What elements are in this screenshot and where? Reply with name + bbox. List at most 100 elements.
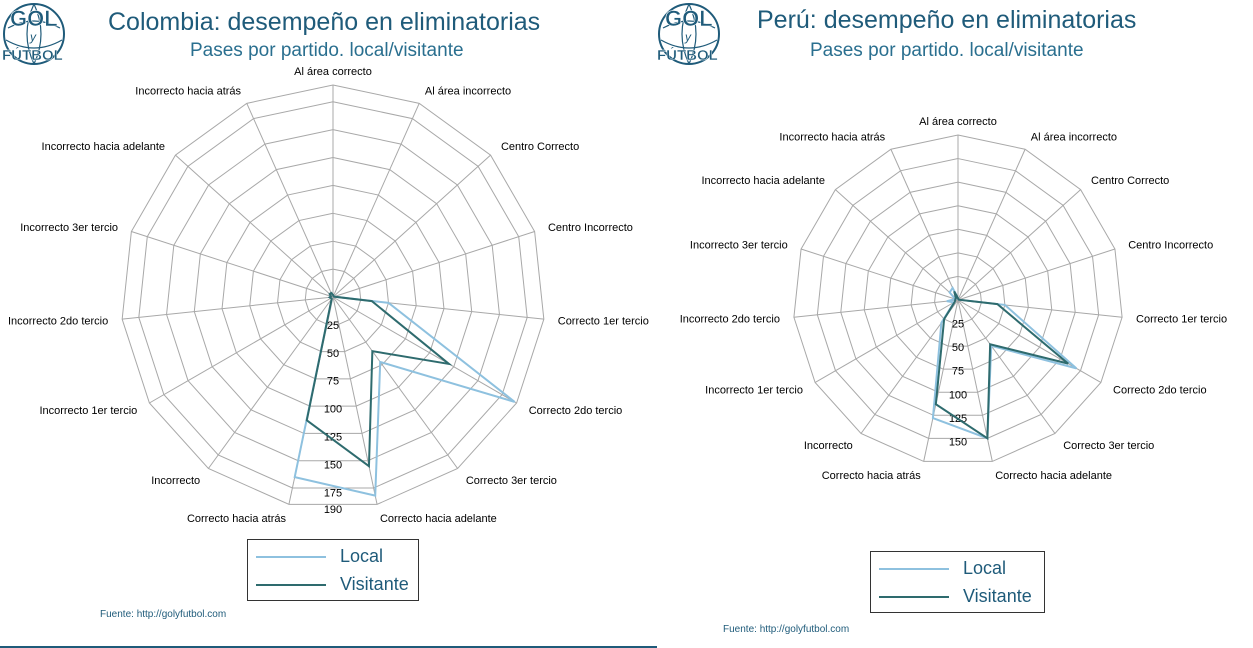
series-line-visitante [934, 290, 1069, 441]
svg-text:y: y [684, 30, 692, 44]
legend-swatch-local [879, 568, 949, 570]
golyfutbol-logo: GOL y FÚTBOL [2, 3, 65, 65]
grid-spoke [332, 103, 420, 298]
category-label: Incorrecto 1er tercio [705, 385, 803, 397]
grid-spoke [332, 296, 378, 505]
tick-label: 150 [949, 436, 967, 448]
grid-ring [887, 228, 1029, 370]
chart-subtitle: Pases por partido. local/visitante [190, 40, 464, 61]
category-label: Al área incorrecto [1031, 131, 1117, 143]
category-label: Incorrecto 2do tercio [680, 314, 780, 326]
category-label: Correcto hacia atrás [822, 470, 922, 482]
source-credit: Fuente: http://golyfutbol.com [100, 609, 227, 620]
svg-text:FÚTBOL: FÚTBOL [2, 46, 63, 64]
grid-spoke [793, 299, 959, 318]
svg-text:y: y [29, 30, 37, 44]
legend-swatch-visitante [879, 596, 949, 598]
grid-spoke [175, 154, 334, 298]
category-label: Centro Incorrecto [1128, 240, 1213, 252]
grid-spoke [332, 154, 491, 298]
svg-text:GOL: GOL [10, 6, 58, 31]
category-label: Incorrecto hacia atrás [135, 86, 241, 98]
category-label: Correcto hacia adelante [995, 470, 1112, 482]
svg-text:FÚTBOL: FÚTBOL [657, 46, 718, 64]
grid-ring [793, 134, 1123, 462]
grid-ring [840, 181, 1076, 416]
grid-spoke [923, 299, 959, 462]
tick-label: 75 [327, 376, 339, 388]
radar-chart-colombia: 25 50 75 100 125 150 175 190 Al área correcto Al … [8, 66, 649, 525]
grid-ring [193, 157, 473, 434]
grid-ring [934, 275, 982, 324]
grid-spoke [149, 296, 334, 404]
bottom-divider [0, 646, 657, 648]
tick-label: 25 [952, 319, 964, 331]
grid-spoke [131, 231, 334, 298]
tick-label: 25 [327, 320, 339, 332]
category-label: Al área correcto [294, 66, 372, 78]
category-label: Correcto hacia atrás [187, 513, 287, 525]
grid-spoke [957, 248, 1116, 301]
grid-ring [277, 240, 389, 353]
tick-label: 50 [327, 348, 339, 360]
tick-label: 50 [952, 342, 964, 354]
grid-spoke [957, 149, 1026, 301]
grid-spoke [332, 296, 459, 469]
chart-title: Colombia: desempeño en eliminatorias [108, 8, 541, 36]
grid-spoke [835, 189, 959, 301]
legend-swatch-visitante [256, 584, 326, 586]
chart-title: Perú: desempeño en eliminatorias [757, 6, 1137, 34]
category-label: Correcto 1er tercio [1136, 314, 1227, 326]
tick-label: 190 [324, 504, 342, 516]
svg-text:GOL: GOL [665, 6, 713, 31]
category-label: Incorrecto hacia adelante [701, 175, 825, 187]
category-label: Incorrecto [151, 475, 200, 487]
grid-spoke [207, 296, 334, 469]
radar-grid [793, 134, 1123, 462]
tick-label: 100 [949, 389, 967, 401]
legend-label-local: Local [963, 558, 1007, 578]
tick-label: 150 [324, 459, 342, 471]
grid-spoke [122, 296, 334, 320]
chart-legend: Local Visitante [870, 551, 1045, 613]
legend-item-visitante: Visitante [871, 585, 1044, 609]
category-label: Correcto 1er tercio [558, 316, 649, 328]
grid-spoke [332, 231, 535, 298]
tick-label: 175 [324, 487, 342, 499]
legend-item-local: Local [871, 557, 1044, 581]
category-label: Correcto hacia adelante [380, 513, 497, 525]
tick-label: 75 [952, 366, 964, 378]
golyfutbol-logo: GOL y FÚTBOL [657, 3, 720, 65]
category-label: Centro Correcto [501, 141, 579, 153]
legend-item-visitante: Visitante [248, 573, 418, 597]
grid-ring [863, 205, 1053, 393]
category-label: Al área incorrecto [425, 86, 511, 98]
category-label: Correcto 3er tercio [1063, 440, 1154, 452]
grid-ring [249, 212, 417, 380]
grid-spoke [246, 103, 334, 298]
grid-ring [166, 129, 500, 462]
chart-panel-colombia: GOL y FÚTBOL Colombia: desempeño en elim… [0, 3, 657, 648]
category-label: Correcto 3er tercio [466, 475, 557, 487]
grid-spoke [957, 189, 1081, 301]
legend-label-visitante: Visitante [963, 586, 1032, 606]
grid-spoke [957, 299, 1102, 383]
category-label: Al área correcto [919, 116, 997, 128]
tick-label: 125 [324, 431, 342, 443]
grid-ring [304, 268, 362, 325]
grid-ring [121, 84, 545, 505]
category-label: Correcto 2do tercio [1113, 385, 1207, 397]
category-label: Incorrecto hacia adelante [42, 141, 166, 153]
grid-spoke [957, 299, 1056, 434]
category-label: Incorrecto 1er tercio [39, 405, 137, 417]
grid-ring [816, 158, 1100, 439]
grid-spoke [814, 299, 959, 383]
category-label: Incorrecto 3er tercio [690, 240, 788, 252]
grid-spoke [332, 296, 517, 404]
grid-spoke [890, 149, 959, 301]
series-line-visitante [305, 291, 453, 469]
legend-label-visitante: Visitante [340, 574, 409, 594]
source-credit: Fuente: http://golyfutbol.com [723, 624, 850, 635]
category-label: Centro Correcto [1091, 175, 1169, 187]
